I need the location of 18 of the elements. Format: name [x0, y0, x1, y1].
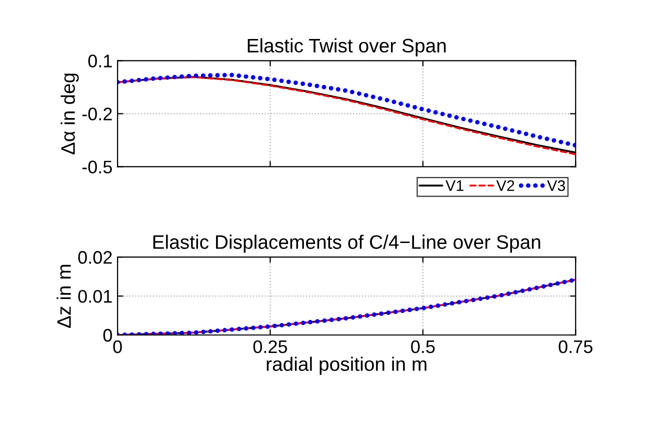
y-tick-label: -0.2	[82, 108, 112, 120]
chart-title: Elastic Displacements of C/4−Line over Span	[153, 234, 540, 253]
x-tick-label: 0.75	[558, 340, 592, 354]
x-tick-label: 0	[113, 340, 122, 354]
x-tick-label: 0.25	[253, 340, 288, 354]
y-tick-label: 0	[103, 328, 112, 342]
y-tick-label: 0.02	[78, 251, 112, 264]
x-tick-label: 0.5	[411, 340, 435, 354]
x-axis-title: radial position in m	[266, 356, 426, 375]
legend-label: V1	[446, 180, 464, 191]
chart-title: Elastic Twist over Span	[248, 38, 446, 56]
y-axis-title: Δα in deg	[60, 74, 79, 154]
y-axis-title: Δz in m	[56, 264, 71, 328]
y-tick-label: -0.5	[82, 160, 112, 174]
legend-label: V3	[547, 180, 566, 192]
y-tick-label: 0.01	[78, 290, 112, 303]
legend-label: V2	[496, 180, 514, 191]
y-tick-label: 0.1	[88, 54, 112, 68]
